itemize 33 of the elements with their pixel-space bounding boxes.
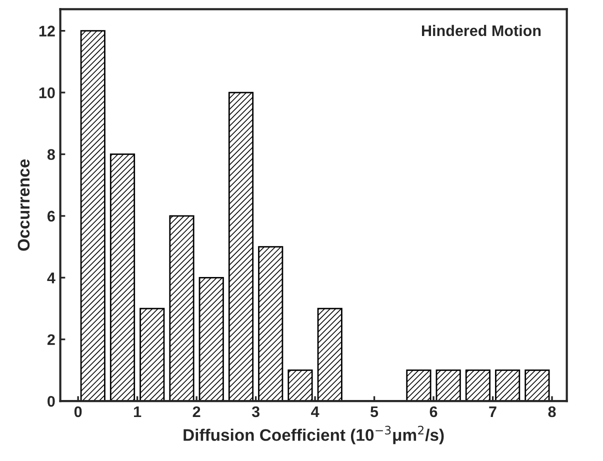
bar (169, 215, 194, 402)
bar (524, 370, 550, 402)
bar (317, 308, 342, 402)
x-tick-label: 1 (134, 406, 142, 418)
x-tick-label: 0 (74, 406, 82, 418)
y-axis-title: Occurrence (18, 159, 30, 251)
annotation: Hindered Motion (422, 24, 541, 36)
bar (258, 246, 284, 402)
y-tick-label: 8 (47, 149, 55, 160)
y-tick-label: 2 (47, 334, 55, 345)
bar (495, 370, 520, 402)
y-tick-label: 6 (48, 210, 55, 222)
x-tick-label: 8 (548, 406, 556, 418)
x-axis-title: Diffusion Coefficient (10$^{−3}$μm$^{2}$/s) (184, 426, 444, 444)
bar (465, 370, 490, 402)
x-tick-label: 5 (370, 406, 378, 418)
x-tick-label: 3 (252, 406, 260, 418)
bar (288, 370, 313, 402)
bar (80, 30, 106, 402)
bar (406, 370, 432, 402)
bar (228, 92, 254, 402)
bar (198, 276, 224, 402)
y-tick-label: 0 (48, 396, 55, 407)
x-tick-label: 2 (192, 406, 200, 418)
x-tick-label: 6 (430, 406, 438, 418)
y-tick-label: 12 (39, 26, 55, 36)
bar (436, 370, 461, 402)
bar (110, 154, 136, 402)
y-tick-label: 4 (47, 272, 56, 284)
y-tick-label: 10 (39, 87, 55, 98)
bar (140, 308, 165, 402)
x-tick-label: 7 (489, 406, 496, 418)
x-tick-label: 4 (311, 406, 320, 418)
